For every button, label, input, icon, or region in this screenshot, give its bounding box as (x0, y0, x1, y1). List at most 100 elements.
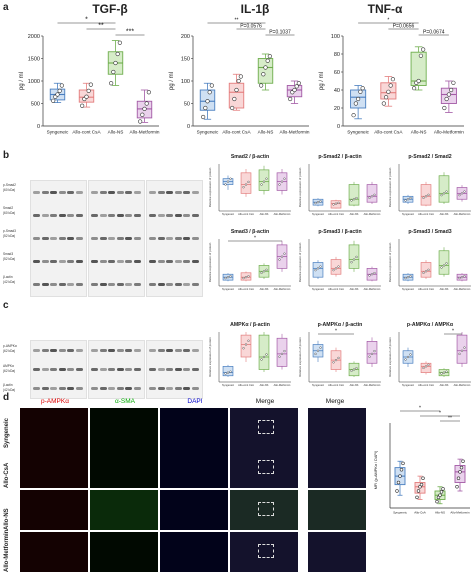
y-tick-label: 0 (187, 124, 190, 130)
data-point (442, 105, 447, 111)
blot-band (133, 348, 141, 352)
blot-band (91, 259, 98, 263)
data-point (262, 270, 266, 273)
data-point (267, 54, 272, 59)
blot-band (108, 282, 115, 286)
x-tick-label: Allo-NS (440, 383, 449, 387)
x-tick-label: Allo-cont CsA (72, 130, 101, 135)
data-point (373, 349, 376, 353)
blot-band (50, 236, 57, 240)
data-point (458, 194, 461, 197)
blot-band (50, 282, 57, 286)
x-tick-label: Allo-NS (411, 130, 427, 135)
blot-band (166, 386, 173, 390)
blot-band (133, 213, 141, 217)
blot-band (67, 213, 74, 217)
blot-band (108, 259, 115, 263)
data-point (319, 265, 322, 268)
y-tick-label: 500 (31, 102, 40, 108)
x-tick-label: Allo-Metformin (434, 130, 464, 135)
blot-band (67, 259, 74, 263)
data-point (459, 465, 464, 470)
data-point (260, 271, 263, 274)
y-tick-label: 150 (181, 57, 190, 63)
blot-band (91, 213, 98, 217)
data-point (355, 255, 358, 259)
blot-band (99, 236, 107, 240)
blot-band (67, 282, 74, 286)
blot-band (183, 236, 190, 240)
blot-band (75, 190, 83, 194)
box (454, 465, 466, 483)
y-tick-label: 2000 (28, 34, 40, 40)
data-point (350, 261, 353, 264)
x-tick-label: Syngeneic (312, 383, 325, 387)
data-point (411, 86, 417, 91)
data-point (351, 113, 356, 118)
x-tick-label: Allo-cont CsA (418, 287, 434, 291)
data-point (352, 368, 356, 371)
data-point (334, 267, 338, 270)
blot-band (133, 386, 141, 390)
data-point (86, 88, 91, 93)
blot-band (67, 190, 74, 194)
x-tick-label: Allo-Metformin (454, 383, 471, 387)
data-point (440, 372, 443, 375)
data-point (265, 177, 268, 180)
data-point (381, 101, 386, 106)
data-point (460, 192, 464, 195)
blot-band (183, 282, 190, 286)
data-point (356, 96, 361, 102)
box (258, 169, 270, 191)
x-tick-label: Syngeneic (393, 511, 407, 515)
data-point (370, 352, 374, 355)
box (312, 262, 324, 278)
box (438, 175, 450, 203)
data-point (109, 81, 114, 86)
data-point (117, 40, 122, 45)
blot-band (191, 213, 199, 217)
blot-band (166, 367, 173, 371)
data-point (283, 252, 286, 255)
y-tick-label: 40 (334, 88, 340, 94)
x-tick-label: Allo-cont CsA (238, 287, 254, 291)
y-axis-label: Relative expression of protein (208, 242, 212, 282)
smad3-actin-chart: Smad3 / β-actin Relative expression of pr… (208, 229, 291, 291)
data-point (463, 346, 466, 349)
blot-band (149, 259, 156, 263)
blot-band (75, 386, 83, 390)
blot-band (41, 236, 49, 240)
blot-band (99, 282, 107, 286)
data-point (353, 101, 358, 106)
row-label-syngeneic: Syngeneic (4, 417, 10, 448)
x-tick-label: Allo-Metformin (274, 287, 291, 291)
data-point (422, 271, 425, 274)
blot-band (58, 213, 66, 217)
col-label-dapi: DAPI (187, 398, 203, 405)
x-tick-label: Allo-Metformin (129, 130, 159, 135)
blot-band (75, 348, 83, 352)
blot-band (149, 367, 156, 371)
data-point (337, 265, 340, 268)
significance-label: P=0.0576 (240, 24, 262, 30)
box (456, 334, 468, 364)
blot-band (41, 367, 49, 371)
blot-band (157, 259, 165, 263)
blot-band (67, 348, 74, 352)
data-point (113, 60, 118, 66)
significance-label: * (85, 17, 88, 24)
data-point (226, 180, 230, 183)
y-axis-label: Relative expression of protein (298, 337, 302, 377)
x-tick-label: Syngeneic (312, 287, 325, 291)
blot-band (166, 348, 173, 352)
y-tick-label: 0 (337, 124, 340, 130)
psmad2-actin-chart: p-Smad2 / β-actin Relative expression of … (298, 154, 381, 216)
x-tick-label: Allo-NS (108, 130, 124, 135)
blot-band (33, 236, 40, 240)
blot-band (99, 386, 107, 390)
blot-band (75, 259, 83, 263)
micrograph (230, 490, 298, 530)
data-point (416, 489, 421, 493)
x-tick-label: Allo-Metformin (364, 383, 381, 387)
micrograph (230, 448, 298, 488)
